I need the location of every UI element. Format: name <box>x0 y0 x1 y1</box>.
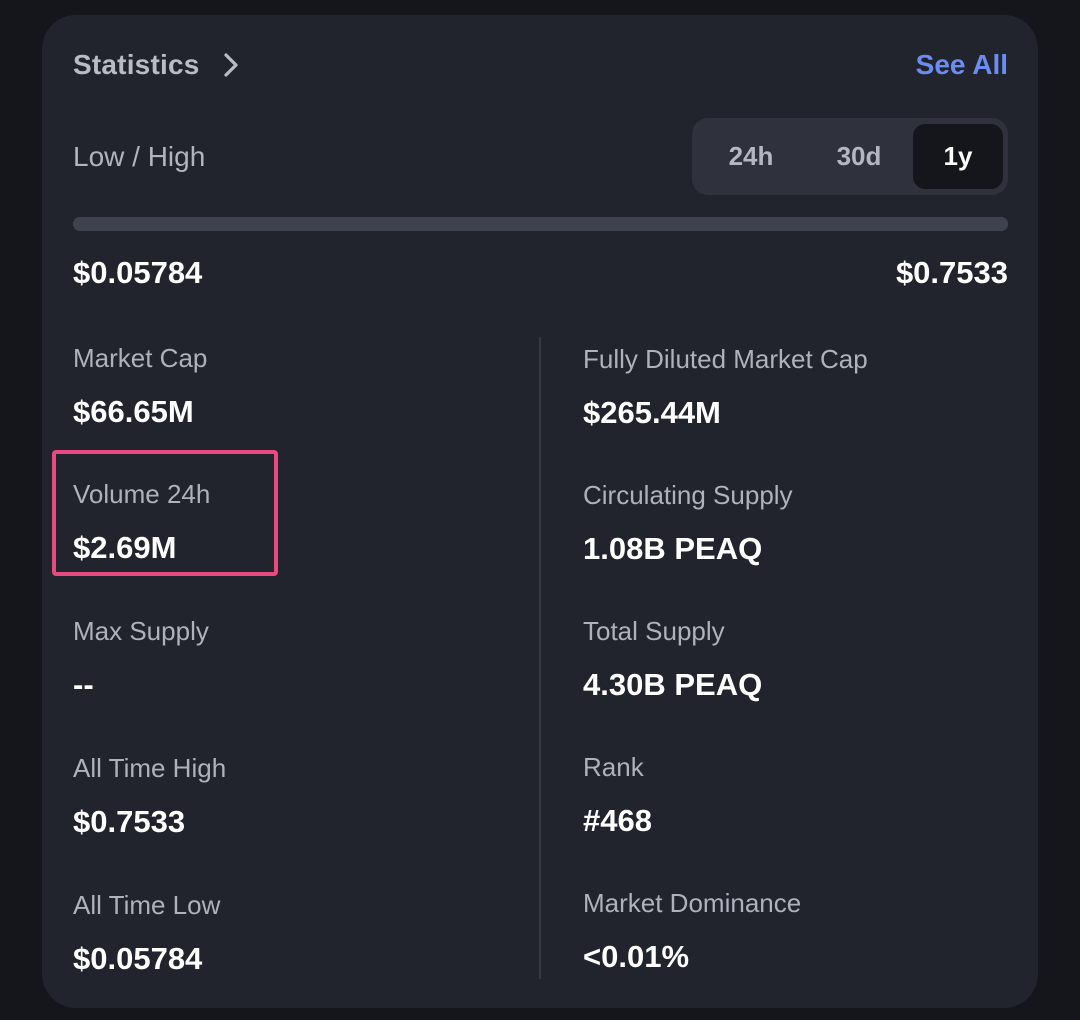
low-high-range-fill <box>73 217 1008 231</box>
stat-market-cap: Market Cap $66.65M <box>73 342 473 430</box>
stat-value: 4.30B PEAQ <box>583 667 763 702</box>
stat-fully-diluted-market-cap: Fully Diluted Market Cap $265.44M <box>583 343 983 431</box>
stat-label: Rank <box>583 752 644 782</box>
stat-value: -- <box>73 667 94 702</box>
stat-value: <0.01% <box>583 939 690 974</box>
low-high-range-bar <box>73 217 1008 231</box>
stat-value: $265.44M <box>583 395 721 430</box>
stat-label: All Time High <box>73 753 227 783</box>
stat-label: Fully Diluted Market Cap <box>583 344 868 374</box>
stat-market-dominance: Market Dominance <0.01% <box>583 887 983 975</box>
stat-value: 1.08B PEAQ <box>583 531 763 566</box>
stat-label: All Time Low <box>73 890 221 920</box>
stat-value: $66.65M <box>73 394 194 429</box>
stat-total-supply: Total Supply 4.30B PEAQ <box>583 615 983 703</box>
stat-label: Total Supply <box>583 616 725 646</box>
tab-24h[interactable]: 24h <box>728 141 774 171</box>
stat-value: $0.7533 <box>73 804 186 839</box>
chevron-right-icon <box>220 51 242 79</box>
tab-1y[interactable]: 1y <box>913 124 1003 189</box>
statistics-title-link[interactable]: Statistics <box>73 49 242 81</box>
statistics-card: Statistics See All Low / High 24h 30d 1y… <box>42 15 1038 1008</box>
stat-all-time-high: All Time High $0.7533 <box>73 752 473 840</box>
stat-value: $2.69M <box>73 530 177 565</box>
stat-max-supply: Max Supply -- <box>73 615 473 703</box>
timeframe-toggle: 24h 30d 1y <box>692 118 1008 195</box>
low-high-label: Low / High <box>73 141 206 172</box>
volume-highlight-box <box>52 450 278 576</box>
stat-value: #468 <box>583 803 652 838</box>
statistics-title: Statistics <box>73 49 200 80</box>
statistics-header: Statistics See All <box>73 49 1008 89</box>
stat-label: Market Dominance <box>583 888 802 918</box>
see-all-link[interactable]: See All <box>915 49 1008 80</box>
range-low-value: $0.05784 <box>73 255 203 290</box>
stat-value: $0.05784 <box>73 941 203 976</box>
stat-label: Circulating Supply <box>583 480 793 510</box>
column-divider <box>539 337 541 979</box>
stat-label: Max Supply <box>73 616 209 646</box>
stat-label: Market Cap <box>73 343 208 373</box>
stat-label: Volume 24h <box>73 479 211 509</box>
tab-30d[interactable]: 30d <box>836 141 882 171</box>
stat-all-time-low: All Time Low $0.05784 <box>73 889 473 977</box>
stat-rank: Rank #468 <box>583 751 983 839</box>
stat-circulating-supply: Circulating Supply 1.08B PEAQ <box>583 479 983 567</box>
range-high-value: $0.7533 <box>895 255 1008 290</box>
stat-volume-24h: Volume 24h $2.69M <box>73 478 473 566</box>
